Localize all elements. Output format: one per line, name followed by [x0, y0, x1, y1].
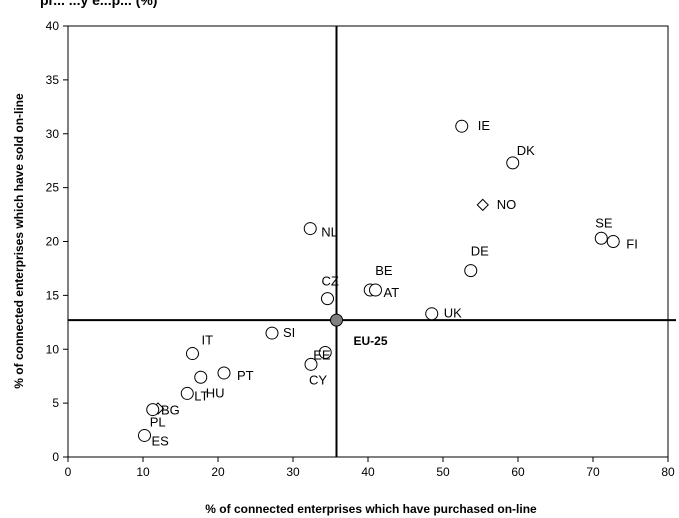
point-ee: [318, 345, 332, 359]
point-pl: [146, 403, 160, 417]
point-cy: [304, 357, 318, 371]
x-axis-title: % of connected enterprises which have pu…: [205, 502, 537, 516]
point-label-es: ES: [152, 433, 170, 448]
point-label-si: SI: [283, 325, 295, 340]
point-label-hu: HU: [206, 385, 225, 400]
point-label-bg: BG: [161, 403, 180, 418]
point-eu25: [330, 313, 343, 327]
point-label-cz: CZ: [322, 274, 339, 289]
point-label-eu25: EU-25: [354, 334, 388, 348]
point-uk: [425, 307, 439, 321]
x-tick-label: 40: [361, 465, 375, 479]
point-de: [464, 264, 478, 278]
x-tick-label: 70: [586, 465, 600, 479]
point-lt: [180, 386, 194, 400]
x-tick-label: 10: [136, 465, 150, 479]
y-tick-label: 0: [52, 450, 59, 464]
y-tick-label: 25: [46, 181, 60, 195]
point-dk: [506, 156, 520, 170]
y-tick-label: 5: [52, 396, 59, 410]
point-no: [476, 198, 489, 212]
data-points: [138, 119, 620, 442]
point-si: [265, 326, 279, 340]
chart-title: pr... ...y e...p... (%): [40, 0, 158, 8]
x-axis: 0 10 20 30 40 50 60 70 80: [65, 457, 675, 479]
point-at: [369, 283, 382, 297]
point-label-se: SE: [595, 215, 613, 230]
point-es: [138, 428, 151, 442]
x-tick-label: 60: [511, 465, 525, 479]
point-label-cy: CY: [309, 372, 327, 387]
point-label-uk: UK: [444, 306, 462, 321]
y-tick-label: 20: [46, 235, 60, 249]
point-pt: [217, 366, 231, 380]
point-label-fi: FI: [626, 237, 638, 252]
y-tick-label: 10: [46, 342, 60, 356]
x-tick-label: 20: [211, 465, 225, 479]
point-label-dk: DK: [517, 143, 535, 158]
reference-lines: [68, 26, 676, 457]
y-tick-label: 15: [46, 288, 60, 302]
x-tick-label: 50: [436, 465, 450, 479]
point-label-pl: PL: [150, 415, 166, 430]
point-label-at: AT: [384, 285, 400, 300]
y-axis: 0 5 10 15 20 25 30 35 40: [46, 19, 68, 464]
y-axis-title: % of connected enterprises which have so…: [12, 93, 26, 389]
point-label-ee: EE: [313, 347, 331, 362]
point-se: [594, 231, 608, 245]
point-label-it: IT: [202, 333, 214, 348]
x-tick-label: 80: [661, 465, 675, 479]
y-tick-label: 30: [46, 127, 60, 141]
point-label-nl: NL: [321, 225, 338, 240]
y-tick-label: 35: [46, 73, 60, 87]
point-label-pt: PT: [237, 368, 254, 383]
point-label-ie: IE: [478, 118, 491, 133]
point-cz: [321, 292, 334, 306]
y-tick-label: 40: [46, 19, 60, 33]
x-tick-label: 30: [286, 465, 300, 479]
point-fi: [606, 235, 620, 248]
point-label-de: DE: [471, 244, 489, 259]
point-label-be: BE: [375, 263, 393, 278]
point-label-no: NO: [497, 197, 517, 212]
point-label-lt: LT: [194, 388, 208, 403]
point-hu: [194, 370, 208, 384]
point-it: [186, 347, 199, 361]
x-tick-label: 0: [65, 465, 72, 479]
point-nl: [303, 222, 317, 236]
plot-area: [67, 25, 669, 458]
point-ie: [455, 119, 469, 133]
